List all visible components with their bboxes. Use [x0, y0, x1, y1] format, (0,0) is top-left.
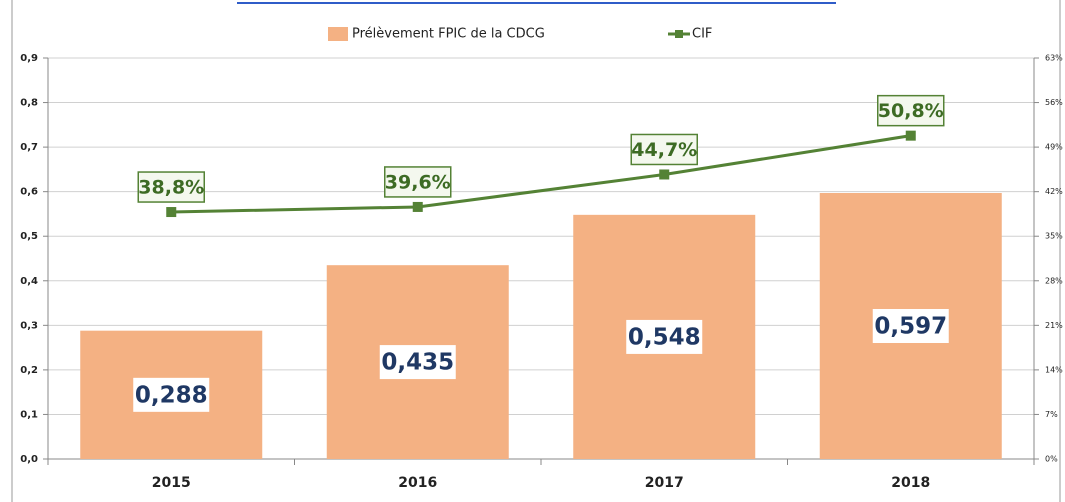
legend-swatch [328, 27, 348, 41]
x-tick-label: 2017 [645, 475, 684, 491]
y2-tick-label: 28% [1045, 276, 1063, 285]
y2-tick-label: 42% [1045, 187, 1063, 196]
x-tick-label: 2018 [891, 475, 930, 491]
bar-label-box [379, 345, 456, 380]
y2-tick-label: 49% [1045, 143, 1063, 152]
y-tick-label: 0,6 [20, 187, 38, 198]
bar-label: 0,597 [874, 314, 947, 340]
bar-label: 0,548 [628, 324, 701, 350]
line-marker [659, 169, 670, 180]
bar-label: 0,435 [381, 350, 454, 376]
bar-label-box [872, 309, 949, 344]
y2-tick-label: 35% [1045, 232, 1063, 241]
x-tick-label: 2016 [398, 475, 437, 491]
y-tick-label: 0,0 [20, 454, 38, 465]
line-label-box [630, 133, 698, 166]
y-tick-label: 0,8 [20, 98, 38, 109]
legend-swatch [675, 30, 683, 38]
y-tick-label: 0,4 [20, 276, 38, 287]
line-label: 50,8% [878, 100, 944, 122]
y2-tick-label: 21% [1045, 321, 1063, 330]
y-tick-label: 0,7 [20, 142, 38, 153]
y-tick-label: 0,9 [20, 53, 38, 64]
line-marker [905, 130, 916, 141]
line-label: 38,8% [138, 177, 204, 199]
bar-label-box [626, 319, 703, 354]
line-label: 44,7% [631, 139, 697, 161]
bar-label-box [133, 377, 210, 412]
line-label-box [384, 166, 452, 198]
y2-tick-label: 7% [1045, 410, 1058, 419]
line-label: 39,6% [385, 171, 451, 193]
line-marker [166, 207, 177, 218]
line-label-box [877, 94, 945, 127]
y2-tick-label: 56% [1045, 98, 1063, 107]
line-marker [412, 201, 423, 212]
y-tick-label: 0,2 [20, 365, 38, 376]
line-label-box [137, 171, 205, 203]
y2-tick-label: 0% [1045, 455, 1058, 464]
line [171, 134, 911, 214]
y-tick-label: 0,5 [20, 231, 38, 242]
legend-label: CIF [692, 27, 712, 42]
bar-label: 0,288 [135, 382, 208, 408]
x-tick-label: 2015 [152, 475, 191, 491]
y-tick-label: 0,3 [20, 320, 38, 331]
y2-tick-label: 63% [1045, 54, 1063, 63]
y-tick-label: 0,1 [20, 409, 38, 420]
y2-tick-label: 14% [1045, 365, 1063, 374]
legend-label: Prélèvement FPIC de la CDCG [352, 27, 545, 42]
